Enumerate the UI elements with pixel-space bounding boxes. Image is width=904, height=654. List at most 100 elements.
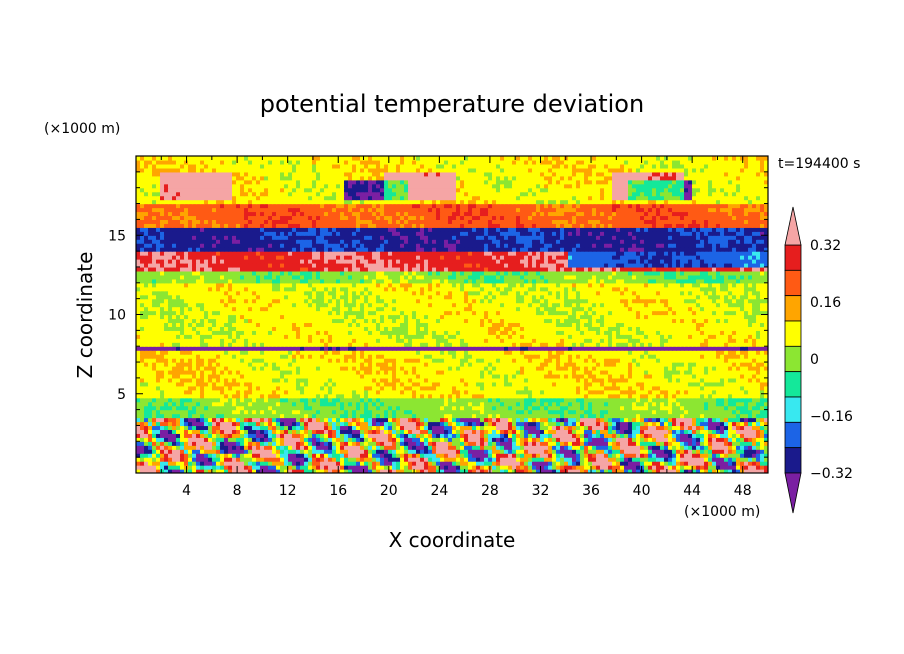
field-cell bbox=[492, 366, 497, 371]
field-cell bbox=[744, 409, 749, 415]
field-cell bbox=[536, 449, 541, 454]
field-cell bbox=[736, 381, 741, 387]
field-cell bbox=[684, 393, 689, 399]
field-cell bbox=[356, 409, 361, 415]
field-cell bbox=[668, 425, 673, 431]
field-cell bbox=[764, 413, 768, 419]
field-cell bbox=[232, 366, 237, 371]
field-cell bbox=[540, 409, 545, 415]
field-cell bbox=[744, 453, 749, 458]
field-cell bbox=[360, 429, 365, 434]
field-cell bbox=[420, 421, 425, 427]
field-cell bbox=[588, 465, 593, 470]
field-cell bbox=[296, 350, 301, 355]
field-cell bbox=[212, 425, 217, 431]
field-cell bbox=[252, 425, 257, 431]
field-cell bbox=[760, 385, 765, 391]
field-cell bbox=[184, 373, 189, 379]
field-cell bbox=[584, 381, 589, 387]
field-cell bbox=[684, 457, 689, 462]
field-cell bbox=[676, 453, 681, 458]
field-cell bbox=[516, 381, 521, 387]
field-cell bbox=[256, 437, 261, 442]
field-cell bbox=[144, 377, 149, 383]
field-cell bbox=[272, 389, 277, 395]
field-cell bbox=[528, 469, 533, 473]
field-cell bbox=[616, 385, 621, 391]
field-cell bbox=[376, 373, 381, 379]
field-cell bbox=[624, 457, 629, 462]
field-cell bbox=[440, 413, 445, 419]
field-cell bbox=[688, 362, 693, 367]
field-cell bbox=[136, 401, 141, 407]
field-cell bbox=[176, 449, 181, 454]
field-cell bbox=[688, 389, 693, 395]
field-cell bbox=[136, 369, 141, 375]
field-cell bbox=[412, 369, 417, 375]
field-cell bbox=[432, 425, 437, 431]
field-cell bbox=[168, 429, 173, 434]
field-cell bbox=[480, 425, 485, 431]
field-cell bbox=[648, 362, 653, 367]
field-cell bbox=[724, 377, 729, 383]
field-cell bbox=[212, 373, 217, 379]
field-cell bbox=[136, 417, 141, 423]
field-cell bbox=[604, 405, 609, 411]
field-cell bbox=[232, 405, 237, 411]
field-cell bbox=[640, 405, 645, 411]
field-cell bbox=[532, 425, 537, 431]
field-cell bbox=[188, 461, 193, 466]
field-cell bbox=[148, 437, 153, 442]
field-cell bbox=[216, 425, 221, 431]
field-cell bbox=[548, 457, 553, 462]
field-cell bbox=[516, 405, 521, 411]
field-cell bbox=[592, 362, 597, 367]
field-cell bbox=[488, 425, 493, 431]
field-cell bbox=[216, 437, 221, 442]
field-cell bbox=[748, 362, 753, 367]
field-cell bbox=[584, 373, 589, 379]
field-cell bbox=[220, 453, 225, 458]
field-cell bbox=[304, 465, 309, 470]
field-cell bbox=[180, 366, 185, 371]
field-cell bbox=[140, 393, 145, 399]
field-cell bbox=[708, 377, 713, 383]
field-cell bbox=[728, 377, 733, 383]
field-cell bbox=[396, 433, 401, 438]
field-cell bbox=[536, 425, 541, 431]
field-cell bbox=[204, 346, 209, 351]
field-cell bbox=[376, 346, 381, 351]
field-cell bbox=[532, 350, 537, 355]
field-cell bbox=[656, 366, 661, 371]
field-cell bbox=[532, 393, 537, 399]
field-cell bbox=[580, 433, 585, 438]
field-cell bbox=[260, 429, 265, 434]
field-cell bbox=[284, 389, 289, 395]
field-cell bbox=[672, 373, 677, 379]
field-cell bbox=[412, 421, 417, 427]
field-cell bbox=[740, 437, 745, 442]
field-cell bbox=[192, 437, 197, 442]
field-cell bbox=[720, 393, 725, 399]
field-cell bbox=[456, 453, 461, 458]
field-cell bbox=[684, 405, 689, 411]
field-cell bbox=[340, 393, 345, 399]
field-cell bbox=[308, 433, 313, 438]
field-cell bbox=[648, 429, 653, 434]
field-cell bbox=[460, 350, 465, 355]
field-cell bbox=[404, 429, 409, 434]
field-cell bbox=[668, 358, 673, 363]
field-cell bbox=[536, 401, 541, 407]
field-cell bbox=[628, 417, 633, 423]
field-cell bbox=[248, 433, 253, 438]
field-cell bbox=[652, 413, 657, 419]
field-cell bbox=[160, 413, 165, 419]
field-cell bbox=[384, 397, 389, 403]
field-cell bbox=[412, 346, 417, 351]
field-cell bbox=[328, 461, 333, 466]
field-cell bbox=[236, 362, 241, 367]
field-cell bbox=[740, 429, 745, 434]
field-cell bbox=[312, 389, 317, 395]
field-cell bbox=[508, 346, 513, 351]
field-cell bbox=[252, 346, 257, 351]
